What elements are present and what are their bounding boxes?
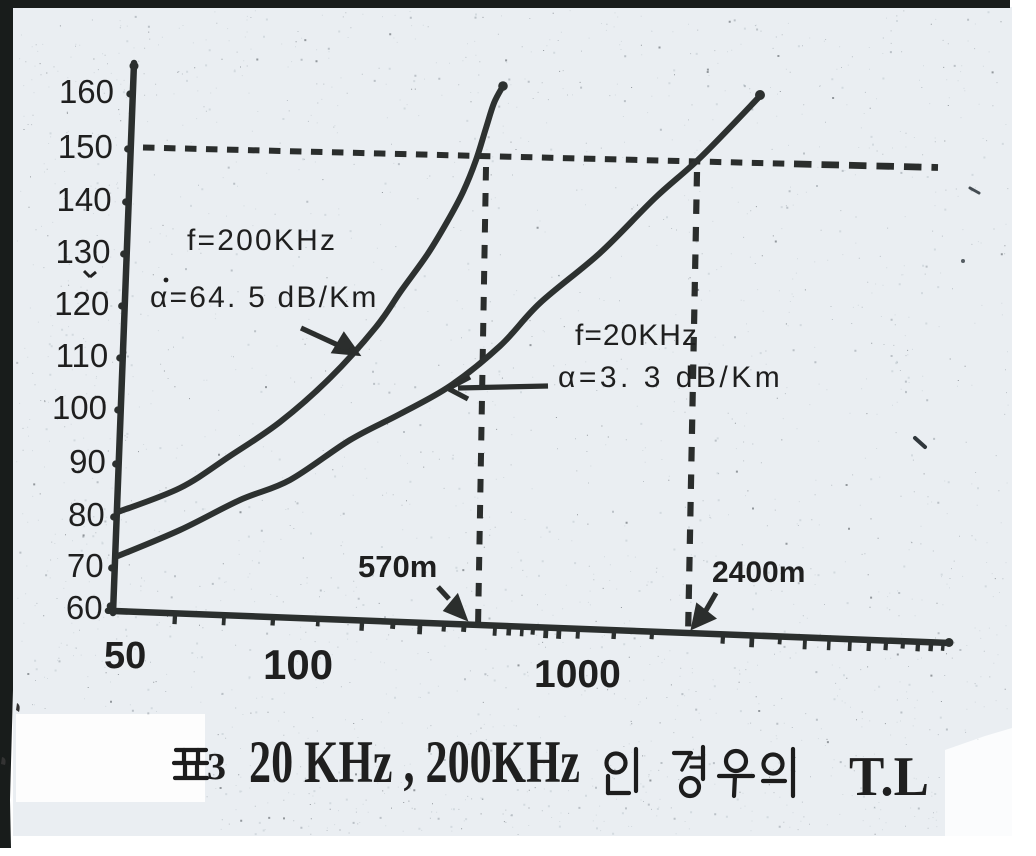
svg-text:150: 150 — [58, 128, 113, 165]
svg-text:100: 100 — [52, 389, 107, 426]
svg-text:70: 70 — [67, 547, 104, 584]
svg-text:α=3. 3 dB/Km: α=3. 3 dB/Km — [558, 361, 783, 394]
svg-text:80: 80 — [68, 496, 105, 533]
svg-text:20 KHz , 200KHz: 20 KHz , 200KHz — [249, 729, 580, 795]
svg-text:T.L: T.L — [849, 746, 929, 808]
svg-text:570m: 570m — [358, 549, 437, 584]
svg-text:α=64. 5 dB/Km: α=64. 5 dB/Km — [150, 281, 379, 314]
svg-text:2400m: 2400m — [712, 556, 805, 589]
svg-text:60: 60 — [66, 589, 103, 626]
svg-text:120: 120 — [54, 285, 109, 322]
svg-text:3: 3 — [207, 746, 226, 788]
svg-text:160: 160 — [59, 73, 114, 110]
svg-text:110: 110 — [56, 337, 109, 374]
svg-text:100: 100 — [263, 641, 333, 688]
svg-text:f=200KHz: f=200KHz — [187, 224, 337, 257]
svg-text:1000: 1000 — [534, 653, 621, 696]
svg-text:50: 50 — [104, 635, 146, 677]
svg-text:90: 90 — [69, 443, 106, 480]
svg-text:130: 130 — [55, 233, 110, 270]
svg-text:f=20KHz: f=20KHz — [575, 319, 698, 352]
svg-text:140: 140 — [57, 181, 112, 218]
